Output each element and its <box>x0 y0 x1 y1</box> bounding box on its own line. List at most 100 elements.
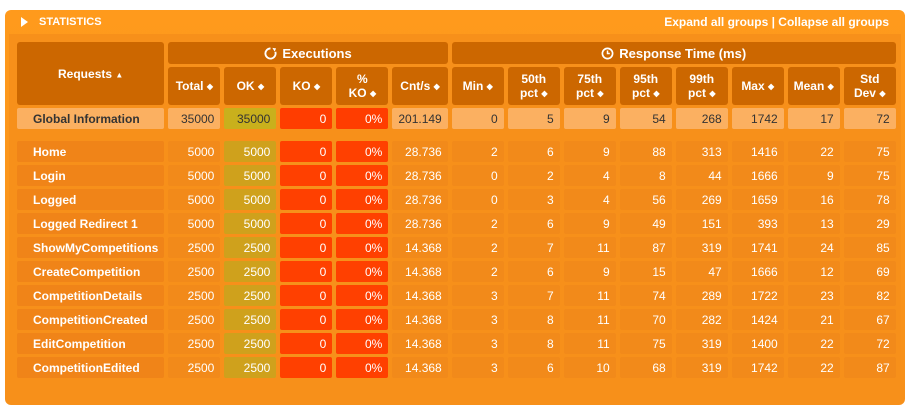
cell-max: 1666 <box>731 261 784 282</box>
statistics-table-container: Requests ▲ Executions Response Time (ms)… <box>9 34 901 402</box>
cell-ok: 35000 <box>224 108 277 129</box>
cell-kopct: 0% <box>336 309 389 330</box>
request-name-link[interactable]: Home <box>17 141 165 162</box>
cell-p50: 6 <box>507 261 560 282</box>
table-row: Logged Redirect 1 5000 5000 0 0% 28.736 2 6 9 49 1… <box>17 213 896 234</box>
sort-icon: ◆ <box>709 88 716 98</box>
col-p75[interactable]: 75th pct ◆ <box>563 67 616 105</box>
col-ko[interactable]: KO ◆ <box>280 67 333 105</box>
cell-mean: 21 <box>787 309 840 330</box>
request-name-link[interactable]: CreateCompetition <box>17 261 165 282</box>
cell-ok: 2500 <box>224 333 277 354</box>
cell-p95: 75 <box>619 333 672 354</box>
cell-p95: 87 <box>619 237 672 258</box>
collapse-triangle-icon[interactable] <box>21 17 28 27</box>
cell-ok: 2500 <box>224 357 277 378</box>
cell-total: 5000 <box>168 141 221 162</box>
executions-label: Executions <box>282 45 352 61</box>
col-mean[interactable]: Mean ◆ <box>787 67 840 105</box>
cell-p95: 49 <box>619 213 672 234</box>
cell-p75: 9 <box>563 141 616 162</box>
cell-ko: 0 <box>280 165 333 186</box>
cell-p95: 56 <box>619 189 672 210</box>
group-links: Expand all groups | Collapse all groups <box>664 10 889 34</box>
col-requests[interactable]: Requests ▲ <box>17 42 165 105</box>
request-name-link[interactable]: Logged Redirect 1 <box>17 213 165 234</box>
cell-cnts: 14.368 <box>392 357 448 378</box>
cell-std: 75 <box>843 165 896 186</box>
cell-p99: 282 <box>675 309 728 330</box>
col-requests-label: Requests <box>58 66 113 81</box>
cell-std: 75 <box>843 141 896 162</box>
row-name: Global Information <box>17 108 165 129</box>
cell-kopct: 0% <box>336 333 389 354</box>
collapse-all-groups-link[interactable]: Collapse all groups <box>778 15 889 29</box>
col-ok[interactable]: OK ◆ <box>224 67 277 105</box>
sort-icon: ◆ <box>653 88 660 98</box>
request-name-link[interactable]: Logged <box>17 189 165 210</box>
cell-max: 1742 <box>731 108 784 129</box>
expand-all-groups-link[interactable]: Expand all groups <box>664 15 769 29</box>
cell-ok: 5000 <box>224 189 277 210</box>
cell-p99: 289 <box>675 285 728 306</box>
cell-p99: 319 <box>675 333 728 354</box>
cell-max: 1741 <box>731 237 784 258</box>
cell-total: 2500 <box>168 357 221 378</box>
col-min[interactable]: Min ◆ <box>451 67 504 105</box>
cell-kopct: 0% <box>336 261 389 282</box>
cell-ok: 2500 <box>224 261 277 282</box>
statistics-title[interactable]: STATISTICS <box>39 16 102 28</box>
sort-icon: ◆ <box>879 88 886 98</box>
request-name-link[interactable]: CompetitionCreated <box>17 309 165 330</box>
cell-total: 5000 <box>168 165 221 186</box>
col-p99[interactable]: 99th pct ◆ <box>675 67 728 105</box>
cell-total: 5000 <box>168 189 221 210</box>
col-total[interactable]: Total ◆ <box>168 67 221 105</box>
cell-p99: 44 <box>675 165 728 186</box>
cell-cnts: 28.736 <box>392 189 448 210</box>
cell-min: 0 <box>451 189 504 210</box>
request-name-link[interactable]: CompetitionDetails <box>17 285 165 306</box>
links-separator: | <box>771 15 775 29</box>
cell-p75: 9 <box>563 261 616 282</box>
cell-std: 67 <box>843 309 896 330</box>
col-ko-pct[interactable]: % KO ◆ <box>336 67 389 105</box>
col-p50[interactable]: 50th pct ◆ <box>507 67 560 105</box>
cell-max: 393 <box>731 213 784 234</box>
cell-max: 1742 <box>731 357 784 378</box>
sort-icon: ◆ <box>541 88 548 98</box>
cell-p50: 2 <box>507 165 560 186</box>
col-std[interactable]: Std Dev ◆ <box>843 67 896 105</box>
request-name-link[interactable]: EditCompetition <box>17 333 165 354</box>
cell-ok: 2500 <box>224 309 277 330</box>
request-name-link[interactable]: ShowMyCompetitions <box>17 237 165 258</box>
row-separator <box>17 132 896 138</box>
cell-cnts: 201.149 <box>392 108 448 129</box>
col-p95[interactable]: 95th pct ◆ <box>619 67 672 105</box>
cell-p50: 7 <box>507 237 560 258</box>
col-max[interactable]: Max ◆ <box>731 67 784 105</box>
cell-mean: 17 <box>787 108 840 129</box>
table-row: Login 5000 5000 0 0% 28.736 0 2 4 8 44 1666 9 75 <box>17 165 896 186</box>
cell-total: 35000 <box>168 108 221 129</box>
cell-ko: 0 <box>280 108 333 129</box>
cell-total: 2500 <box>168 309 221 330</box>
cell-p75: 11 <box>563 237 616 258</box>
cell-total: 2500 <box>168 261 221 282</box>
cell-p95: 15 <box>619 261 672 282</box>
cell-mean: 22 <box>787 357 840 378</box>
request-name-link[interactable]: CompetitionEdited <box>17 357 165 378</box>
request-name-link[interactable]: Login <box>17 165 165 186</box>
cell-max: 1666 <box>731 165 784 186</box>
refresh-icon <box>264 46 277 60</box>
cell-p75: 4 <box>563 165 616 186</box>
cell-std: 78 <box>843 189 896 210</box>
cell-max: 1400 <box>731 333 784 354</box>
cell-mean: 24 <box>787 237 840 258</box>
cell-mean: 22 <box>787 141 840 162</box>
cell-p75: 11 <box>563 309 616 330</box>
col-cnts[interactable]: Cnt/s ◆ <box>392 67 448 105</box>
cell-cnts: 14.368 <box>392 309 448 330</box>
cell-cnts: 28.736 <box>392 213 448 234</box>
statistics-title-bar: STATISTICS Expand all groups | Collapse … <box>5 10 905 34</box>
